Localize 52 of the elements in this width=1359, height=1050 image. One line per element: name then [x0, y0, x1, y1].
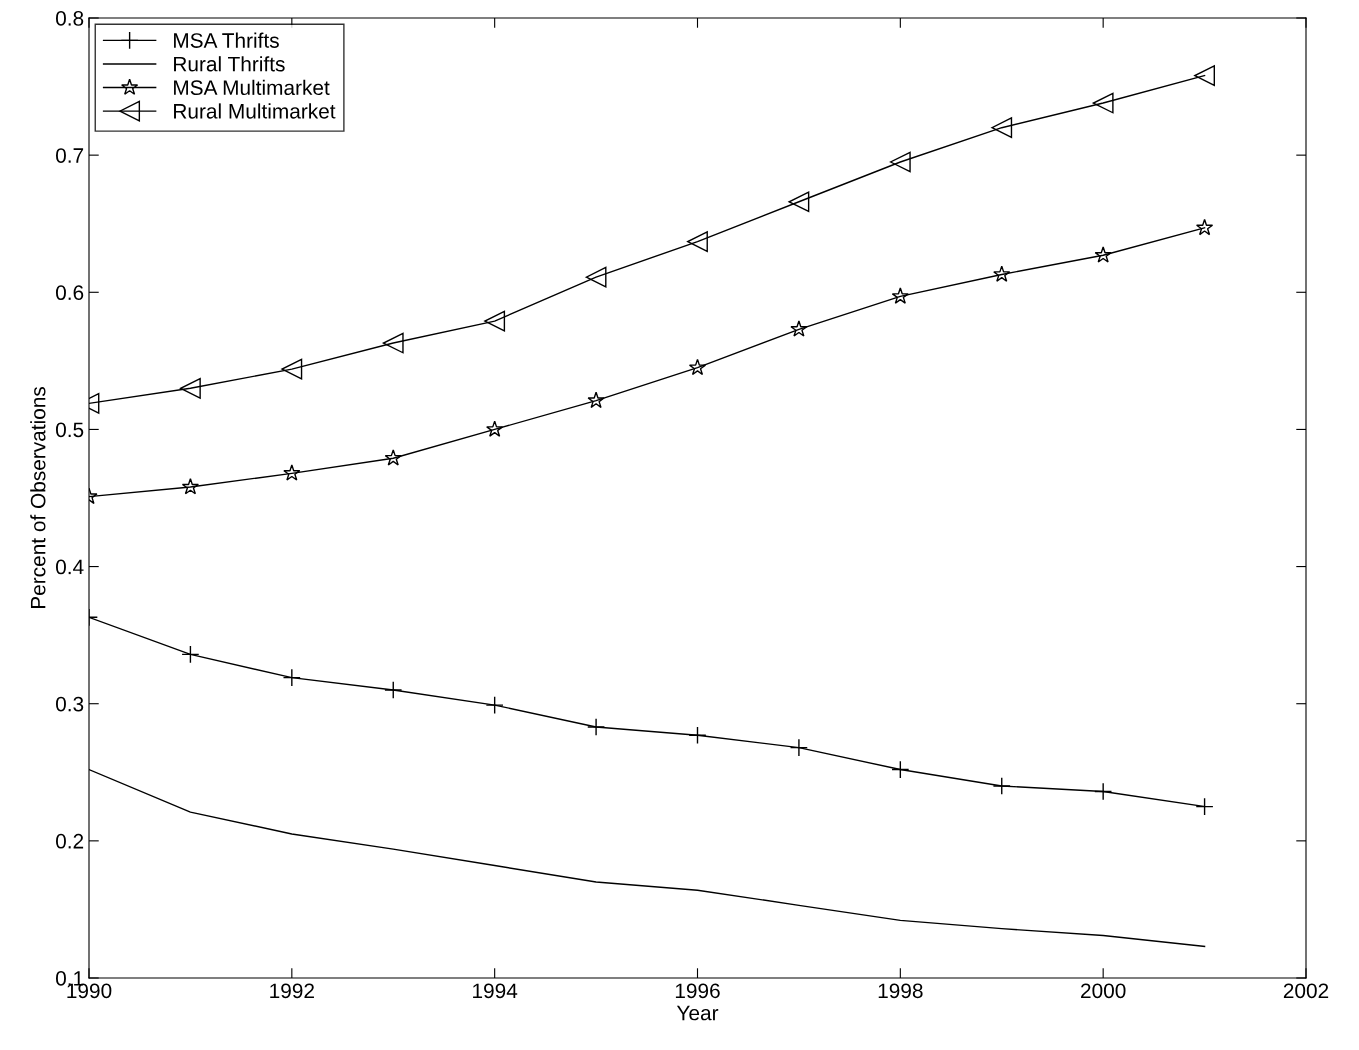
point [688, 358, 707, 376]
y-axis-title: Percent of Observations [30, 387, 46, 609]
point [283, 464, 301, 481]
point [891, 760, 910, 779]
point [789, 738, 808, 757]
point [788, 191, 810, 213]
x-tick-label: 1994 [473, 983, 518, 999]
point [585, 266, 607, 288]
point [687, 231, 708, 252]
point [382, 332, 404, 354]
point [993, 265, 1011, 282]
point [587, 718, 606, 737]
point [991, 117, 1013, 139]
y-tick-label: 0.8 [55, 11, 84, 26]
point [179, 377, 201, 399]
point [384, 680, 403, 700]
point [889, 151, 911, 173]
point [1092, 92, 1114, 114]
y-tick-label: 0.4 [55, 559, 84, 575]
y-tick-label: 0.7 [55, 148, 84, 163]
point [587, 391, 605, 409]
legend-label: MSA Thrifts [174, 32, 279, 48]
point [1094, 782, 1113, 801]
point [891, 287, 909, 304]
x-axis-title: Year [676, 1005, 719, 1021]
x-tick-label: 1992 [270, 983, 314, 999]
legend-label: Rural Thrifts [174, 56, 285, 72]
y-tick-label: 0.5 [55, 422, 84, 438]
point [181, 478, 200, 495]
x-tick-label: 1996 [675, 983, 720, 999]
point [384, 449, 402, 466]
legend-label: Rural Multimarket [174, 103, 336, 119]
y-tick-label: 0.6 [55, 285, 84, 301]
point [790, 320, 808, 337]
point [484, 310, 506, 332]
point [485, 696, 504, 715]
point [486, 420, 504, 437]
point [1195, 218, 1214, 236]
point [992, 776, 1011, 796]
y-tick-label: 0.2 [55, 833, 84, 849]
x-tick-label: 1998 [878, 983, 923, 999]
point [281, 358, 303, 380]
point [1194, 65, 1216, 87]
point [688, 726, 707, 745]
legend-label: MSA Multimarket [174, 79, 330, 96]
point [282, 668, 301, 687]
point [181, 645, 200, 664]
point [1094, 246, 1112, 263]
x-tick-label: 2000 [1081, 983, 1126, 999]
x-tick-label: 2002 [1283, 983, 1329, 999]
y-tick-label: 0.3 [55, 696, 84, 712]
point [1195, 797, 1214, 816]
